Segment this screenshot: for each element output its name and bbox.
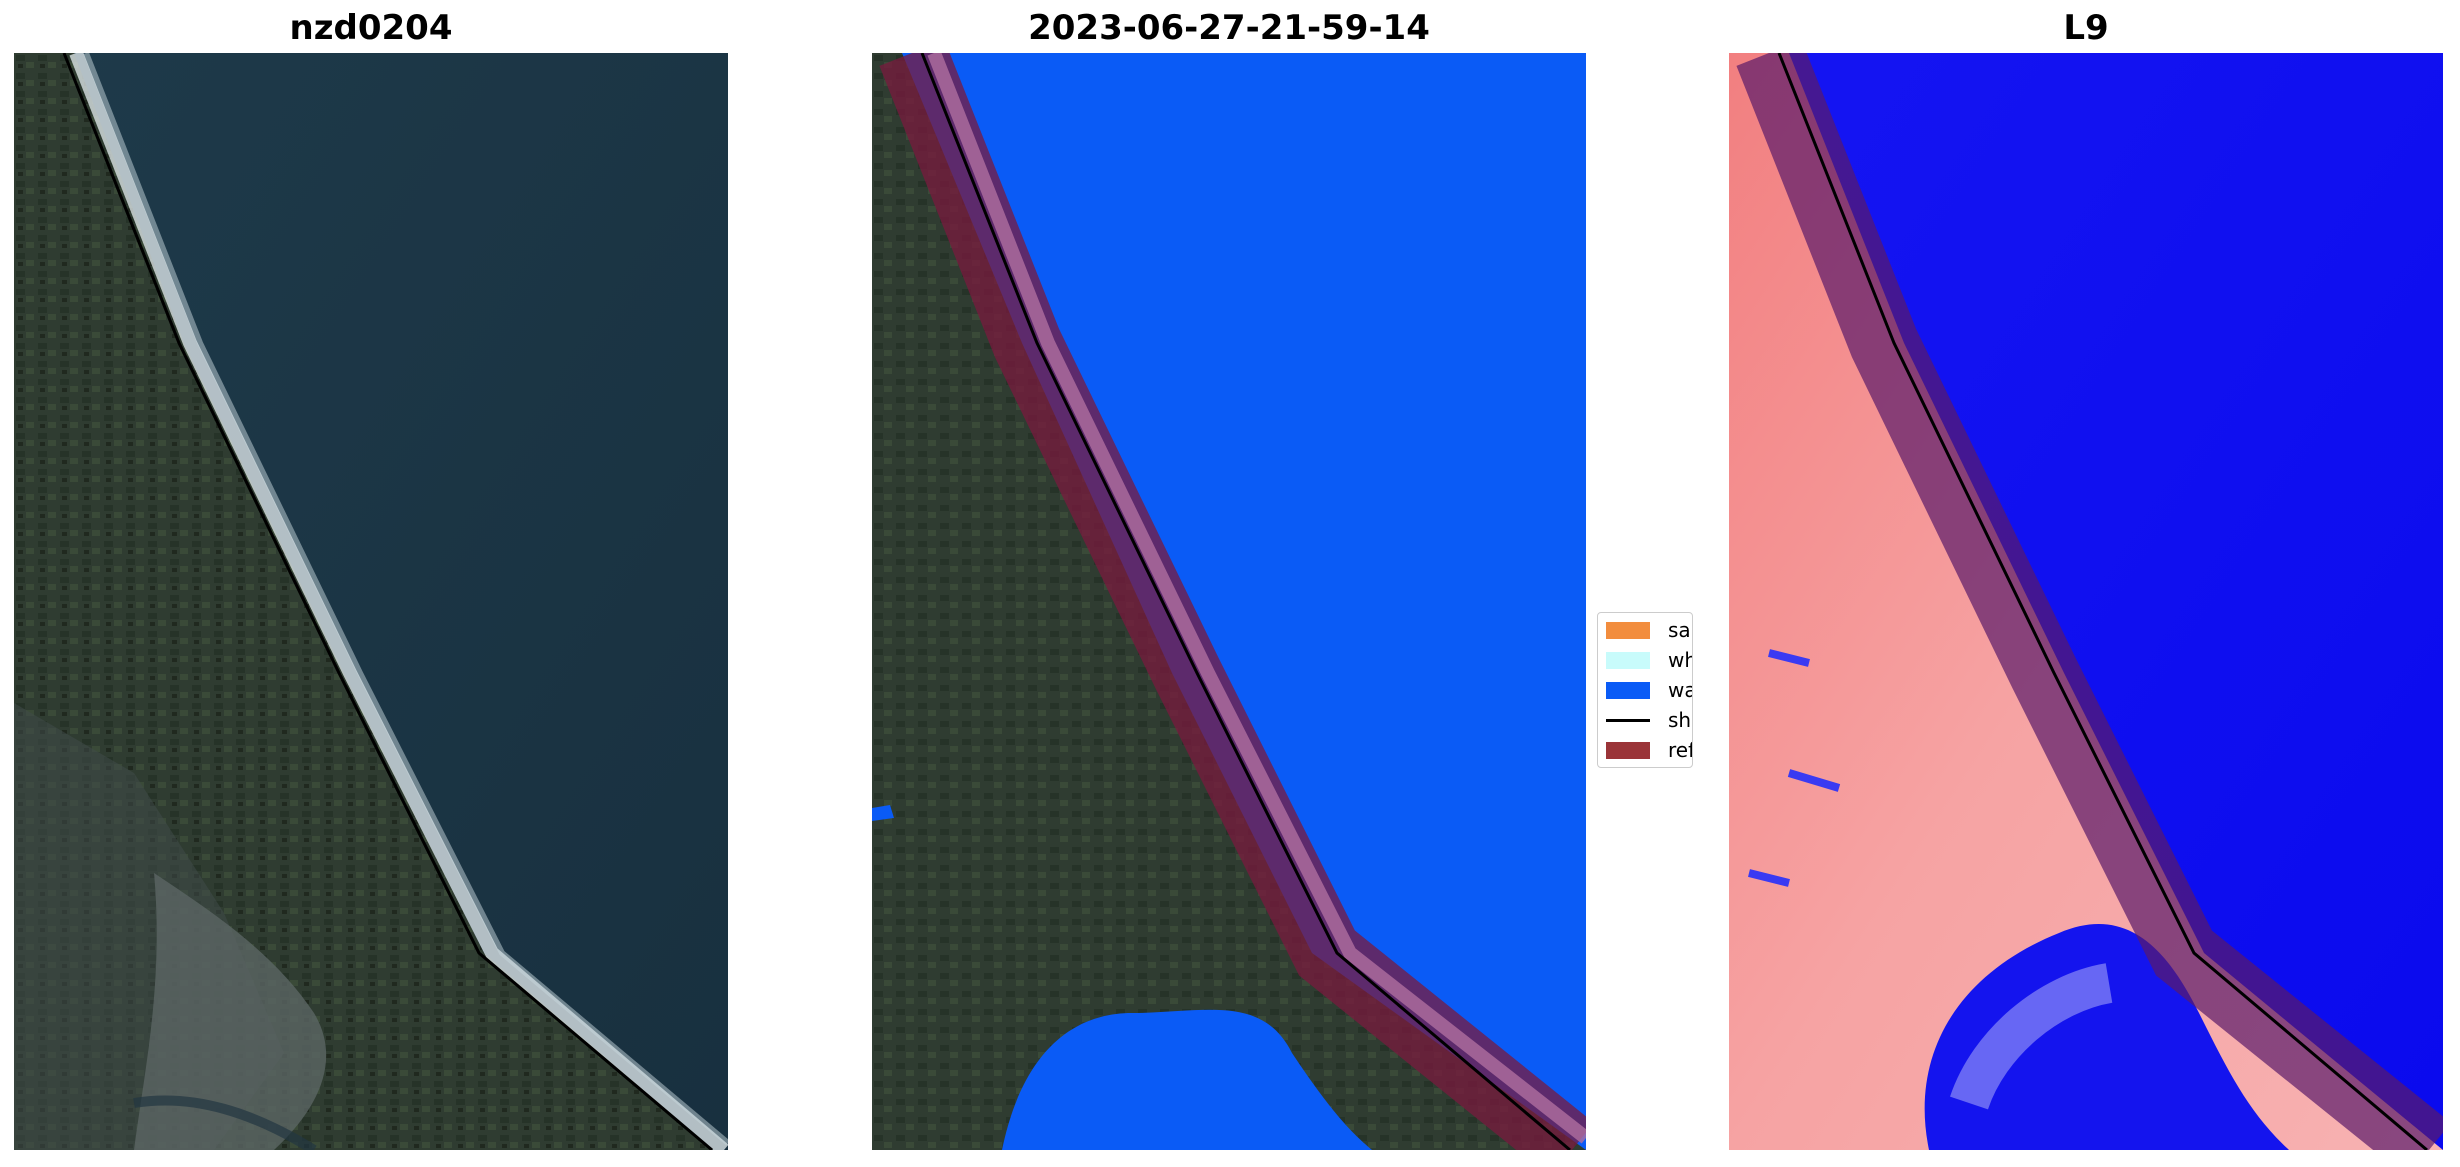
legend-item-water: water: [1606, 677, 1692, 702]
shoreline-line-swatch: [1606, 719, 1650, 722]
legend-label: sand: [1668, 618, 1692, 642]
water-index-image: [1729, 53, 2443, 1150]
legend-item-whitewater: whitewater: [1606, 647, 1692, 672]
panel-title-rgb: nzd0204: [289, 8, 453, 48]
rgb-satellite-image: [14, 53, 728, 1150]
legend-label: water: [1668, 678, 1692, 702]
buffer-swatch: [1606, 742, 1650, 759]
classified-image: [872, 53, 1586, 1150]
panel-title-classified: 2023-06-27-21-59-14: [1028, 8, 1430, 48]
legend-label: whitewater: [1668, 648, 1692, 672]
legend: sand whitewater water shoreline referenc…: [1597, 612, 1693, 768]
water-swatch: [1606, 682, 1650, 699]
legend-label: reference shoreline buffer: [1668, 738, 1692, 762]
legend-item-shoreline: shoreline: [1606, 707, 1692, 732]
sand-swatch: [1606, 622, 1650, 639]
legend-item-reference-buffer: reference shoreline buffer: [1606, 737, 1692, 762]
whitewater-swatch: [1606, 652, 1650, 669]
panel-title-index: L9: [2063, 8, 2109, 48]
legend-item-sand: sand: [1606, 617, 1692, 642]
legend-label: shoreline: [1668, 708, 1692, 732]
